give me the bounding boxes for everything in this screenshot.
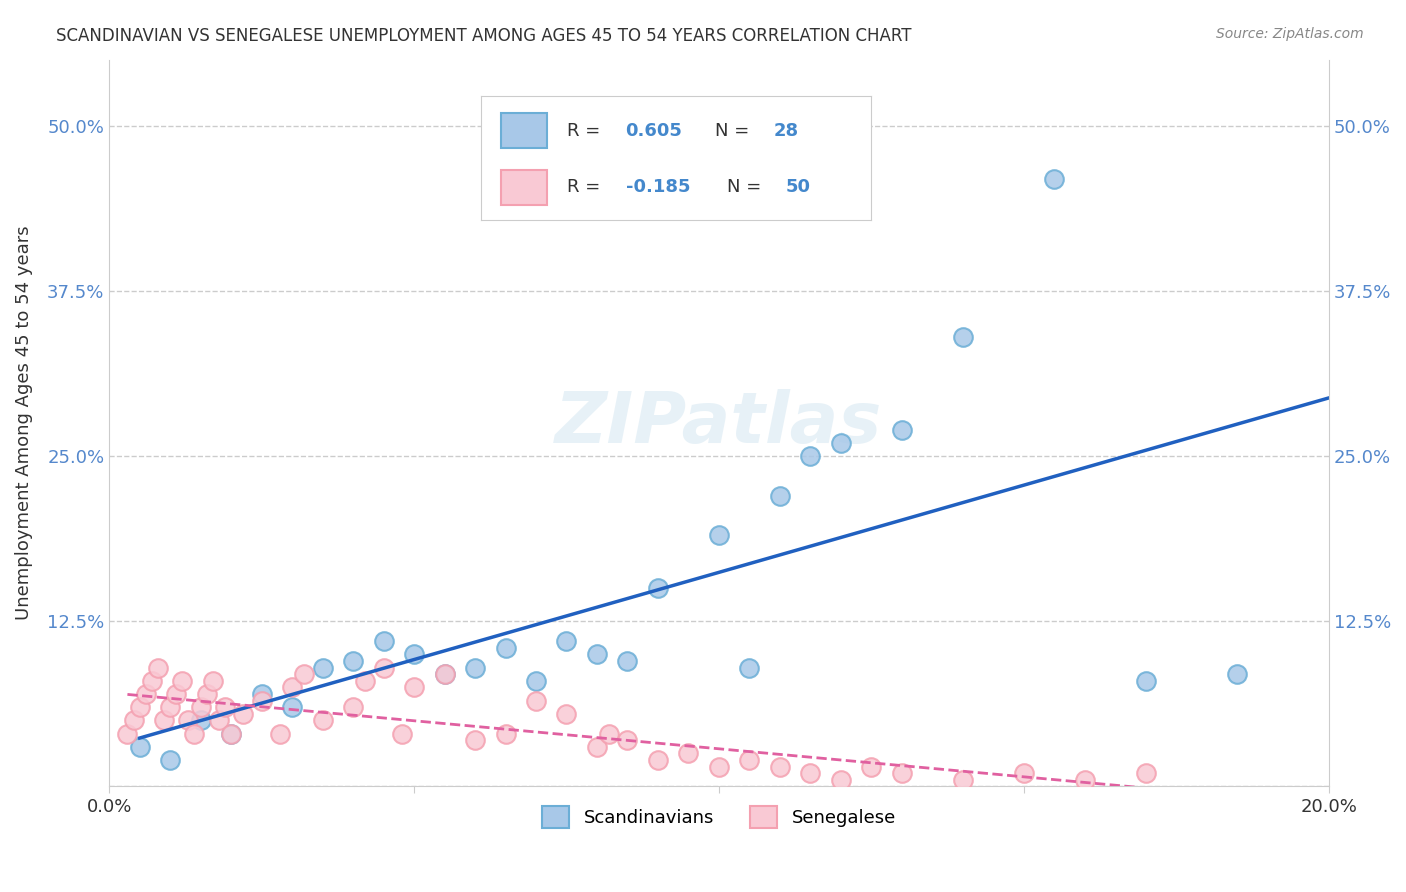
Point (433, 667, 456, 681)
Point (183, 726, 205, 740)
Point (159, 753, 181, 767)
Point (769, 759, 792, 773)
Y-axis label: Unemployment Among Ages 45 to 54 years: Unemployment Among Ages 45 to 54 years (15, 226, 32, 620)
Point (647, 581, 669, 595)
Point (860, 759, 883, 773)
Point (373, 634, 395, 648)
Point (190, 700, 212, 714)
Point (952, 772, 974, 787)
Point (464, 733, 486, 747)
Point (177, 714, 200, 728)
Point (890, 766, 912, 780)
Point (232, 706, 254, 721)
Point (1135, 673, 1157, 688)
Point (1074, 772, 1097, 787)
Point (208, 714, 231, 728)
Point (433, 667, 456, 681)
Point (799, 766, 821, 780)
Point (830, 772, 852, 787)
Point (707, 528, 730, 542)
Point (495, 640, 517, 655)
Point (219, 726, 242, 740)
Point (586, 739, 609, 754)
Legend: Scandinavians, Senegalese: Scandinavians, Senegalese (534, 799, 903, 836)
Point (342, 700, 364, 714)
Point (159, 700, 181, 714)
Point (830, 435, 852, 450)
Point (1043, 171, 1066, 186)
Point (195, 687, 218, 701)
Point (354, 673, 377, 688)
Point (281, 700, 304, 714)
Point (117, 726, 139, 740)
Point (890, 423, 912, 437)
Point (524, 673, 547, 688)
Point (524, 693, 547, 707)
Point (391, 726, 413, 740)
Point (250, 693, 273, 707)
Point (141, 673, 163, 688)
Point (190, 714, 212, 728)
Point (146, 660, 169, 674)
Point (678, 747, 700, 761)
Point (1135, 766, 1157, 780)
Point (135, 687, 157, 701)
Point (122, 714, 145, 728)
Point (616, 733, 638, 747)
Text: Source: ZipAtlas.com: Source: ZipAtlas.com (1216, 27, 1364, 41)
Point (402, 681, 425, 695)
Point (311, 660, 333, 674)
Point (373, 660, 395, 674)
Point (555, 634, 578, 648)
Point (292, 667, 315, 681)
Point (311, 714, 333, 728)
Point (214, 700, 236, 714)
Point (738, 753, 761, 767)
Point (555, 706, 578, 721)
Point (707, 759, 730, 773)
Text: SCANDINAVIAN VS SENEGALESE UNEMPLOYMENT AMONG AGES 45 TO 54 YEARS CORRELATION CH: SCANDINAVIAN VS SENEGALESE UNEMPLOYMENT … (56, 27, 911, 45)
Point (464, 660, 486, 674)
Point (769, 489, 792, 503)
Text: ZIPatlas: ZIPatlas (555, 389, 883, 458)
Point (1226, 667, 1249, 681)
Point (616, 654, 638, 668)
Point (153, 714, 176, 728)
Point (586, 648, 609, 662)
Point (647, 753, 669, 767)
Point (738, 660, 761, 674)
Point (165, 687, 187, 701)
Point (250, 687, 273, 701)
Point (1012, 766, 1035, 780)
Point (799, 449, 821, 463)
Point (128, 700, 150, 714)
Point (128, 739, 150, 754)
Point (281, 681, 304, 695)
Point (598, 726, 620, 740)
Point (342, 654, 364, 668)
Point (172, 673, 194, 688)
Point (495, 726, 517, 740)
Point (269, 726, 291, 740)
Point (952, 330, 974, 344)
Point (201, 673, 224, 688)
Point (402, 648, 425, 662)
Point (219, 726, 242, 740)
